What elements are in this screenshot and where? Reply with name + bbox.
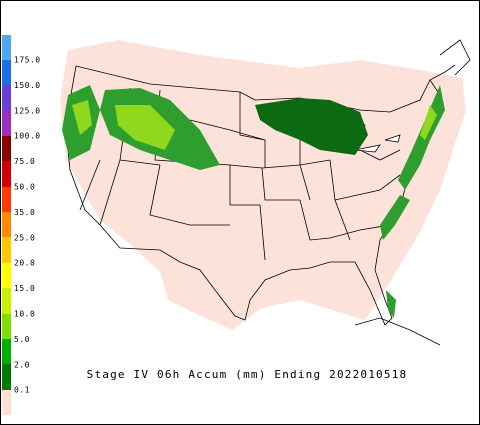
legend-label: 15.0 — [14, 284, 35, 293]
precip-areas — [62, 85, 445, 318]
legend-label: 175.0 — [14, 56, 41, 65]
legend-label: 125.0 — [14, 106, 41, 115]
legend-label: 100.0 — [14, 132, 41, 141]
legend-label: 35.0 — [14, 208, 35, 217]
legend-label: 25.0 — [14, 233, 35, 242]
legend-label: 50.0 — [14, 183, 35, 192]
legend-labels: 175.0 150.0 125.0 100.0 75.0 50.0 35.0 25.0 20.0… — [14, 56, 41, 395]
legend-label: 0.1 — [14, 386, 30, 395]
legend-label: 10.0 — [14, 310, 35, 319]
color-bar — [2, 35, 11, 415]
legend-label: 150.0 — [14, 81, 41, 90]
caption: Stage IV 06h Accum (mm) Ending 202201051… — [87, 368, 408, 381]
legend-label: 75.0 — [14, 157, 35, 166]
legend-label: 5.0 — [14, 335, 30, 344]
legend-label: 2.0 — [14, 360, 30, 369]
legend-label: 20.0 — [14, 259, 35, 268]
